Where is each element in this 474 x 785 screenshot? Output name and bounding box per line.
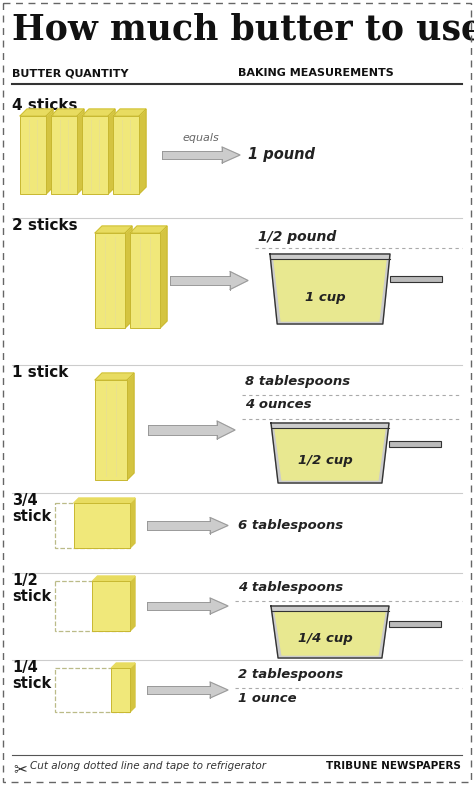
Bar [389, 441, 441, 447]
Bar [55, 668, 130, 712]
Bar [170, 276, 230, 286]
Text: Cut along dotted line and tape to refrigerator: Cut along dotted line and tape to refrig… [30, 761, 266, 771]
Polygon shape [95, 373, 134, 380]
Text: 2 sticks: 2 sticks [12, 218, 78, 233]
Bar [82, 116, 108, 194]
Text: 1 ounce: 1 ounce [238, 692, 297, 705]
Text: 1/2 cup: 1/2 cup [298, 454, 352, 467]
Bar [95, 380, 127, 480]
Text: 1/4: 1/4 [12, 660, 38, 675]
Polygon shape [160, 226, 167, 328]
Bar [147, 521, 210, 530]
Bar [20, 116, 46, 194]
Polygon shape [82, 109, 115, 116]
Bar [147, 601, 210, 611]
Text: stick: stick [12, 509, 51, 524]
Text: 4 tablespoons: 4 tablespoons [238, 581, 343, 594]
Polygon shape [210, 598, 228, 614]
Text: 4 sticks: 4 sticks [12, 98, 78, 113]
Bar [92, 581, 130, 631]
Polygon shape [130, 226, 167, 233]
Bar [147, 685, 210, 695]
Text: 2 tablespoons: 2 tablespoons [238, 668, 343, 681]
Polygon shape [139, 109, 146, 194]
Bar [51, 116, 77, 194]
Polygon shape [111, 663, 135, 668]
Text: 8 tablespoons: 8 tablespoons [245, 375, 350, 388]
Text: 4 ounces: 4 ounces [245, 398, 311, 411]
Polygon shape [275, 612, 385, 655]
Text: 1/4 cup: 1/4 cup [298, 632, 352, 644]
Polygon shape [210, 517, 228, 534]
Text: 3/4: 3/4 [12, 493, 37, 508]
Polygon shape [92, 576, 135, 581]
Polygon shape [274, 260, 386, 321]
Polygon shape [271, 606, 389, 658]
Bar [55, 581, 130, 631]
Text: 1 stick: 1 stick [12, 365, 68, 380]
Bar [148, 425, 217, 435]
Polygon shape [275, 429, 385, 480]
Text: BUTTER QUANTITY: BUTTER QUANTITY [12, 68, 128, 78]
Text: 1/2 pound: 1/2 pound [258, 230, 336, 244]
Polygon shape [130, 663, 135, 712]
Bar [55, 503, 130, 548]
Polygon shape [130, 498, 135, 548]
Polygon shape [230, 272, 248, 290]
Bar [162, 151, 222, 159]
Text: ✂: ✂ [13, 760, 27, 778]
Polygon shape [270, 254, 390, 324]
Polygon shape [210, 682, 228, 698]
Bar [111, 668, 130, 712]
Polygon shape [46, 109, 53, 194]
Text: 1 pound: 1 pound [248, 148, 315, 162]
Polygon shape [95, 226, 132, 233]
Text: 1/2: 1/2 [12, 573, 38, 588]
Polygon shape [20, 109, 53, 116]
Text: stick: stick [12, 676, 51, 691]
Text: BAKING MEASUREMENTS: BAKING MEASUREMENTS [238, 68, 394, 78]
Polygon shape [125, 226, 132, 328]
Polygon shape [130, 576, 135, 631]
Polygon shape [222, 147, 240, 163]
Polygon shape [217, 421, 235, 439]
Polygon shape [108, 109, 115, 194]
Polygon shape [127, 373, 134, 480]
Text: 6 tablespoons: 6 tablespoons [238, 520, 343, 532]
Text: TRIBUNE NEWSPAPERS: TRIBUNE NEWSPAPERS [326, 761, 461, 771]
Bar [74, 503, 130, 548]
Bar [389, 621, 441, 627]
Bar [390, 276, 442, 282]
Text: How much butter to use?: How much butter to use? [12, 12, 474, 46]
Text: 1 cup: 1 cup [305, 291, 346, 304]
Text: stick: stick [12, 589, 51, 604]
Bar [95, 233, 125, 328]
Text: equals: equals [182, 133, 219, 143]
Polygon shape [113, 109, 146, 116]
Polygon shape [51, 109, 84, 116]
Polygon shape [74, 498, 135, 503]
Polygon shape [77, 109, 84, 194]
Polygon shape [271, 423, 389, 483]
Bar [130, 233, 160, 328]
Bar [113, 116, 139, 194]
